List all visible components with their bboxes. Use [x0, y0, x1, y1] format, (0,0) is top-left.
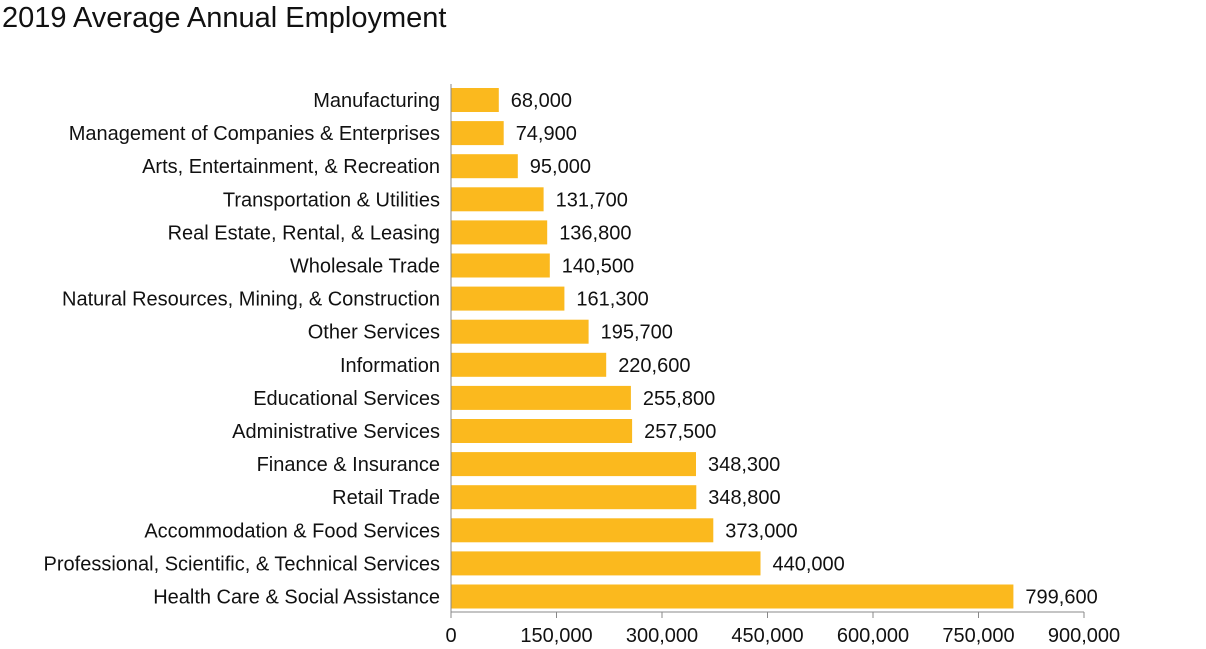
category-label: Accommodation & Food Services [144, 520, 440, 542]
category-label: Retail Trade [332, 487, 440, 509]
value-label: 373,000 [725, 520, 797, 542]
category-label: Professional, Scientific, & Technical Se… [44, 553, 440, 575]
bar [451, 286, 565, 311]
value-label: 257,500 [644, 421, 716, 443]
category-label: Educational Services [253, 388, 440, 410]
bar [451, 319, 589, 344]
category-label: Transportation & Utilities [223, 189, 440, 211]
category-label: Natural Resources, Mining, & Constructio… [62, 289, 440, 311]
category-label: Wholesale Trade [290, 256, 440, 278]
value-label: 68,000 [511, 90, 572, 112]
bar [451, 485, 697, 510]
bar [451, 88, 499, 112]
x-tick-label: 300,000 [626, 625, 698, 647]
value-label: 799,600 [1025, 587, 1097, 609]
bar [451, 584, 1014, 609]
value-label: 255,800 [643, 388, 715, 410]
category-label: Information [340, 355, 440, 377]
x-tick-label: 0 [445, 625, 456, 647]
bars-group [451, 88, 1014, 609]
bar [451, 352, 607, 377]
x-tick-label: 150,000 [520, 625, 592, 647]
bar [451, 187, 544, 212]
bar [451, 154, 518, 179]
category-label: Administrative Services [232, 421, 440, 443]
value-label: 136,800 [559, 222, 631, 244]
x-tick-label: 450,000 [731, 625, 803, 647]
bar [451, 253, 550, 278]
x-tick-label: 750,000 [942, 625, 1014, 647]
x-axis: 0 150,000 300,000 450,000 600,000 750,000 900,… [445, 84, 1120, 647]
value-label: 131,700 [556, 189, 628, 211]
category-label: Arts, Entertainment, & Recreation [142, 156, 440, 178]
category-label: Health Care & Social Assistance [153, 587, 440, 609]
bar [451, 220, 548, 245]
value-label: 348,800 [708, 487, 780, 509]
bar [451, 385, 631, 410]
bar [451, 121, 504, 146]
x-tick-label: 600,000 [837, 625, 909, 647]
value-label: 74,900 [516, 123, 577, 145]
bar [451, 551, 761, 576]
category-label: Management of Companies & Enterprises [69, 123, 440, 145]
chart-title: 2019 Average Annual Employment [2, 2, 447, 34]
category-label: Finance & Insurance [257, 454, 440, 476]
category-label: Real Estate, Rental, & Leasing [168, 222, 440, 244]
bar [451, 419, 633, 443]
value-label: 195,700 [601, 322, 673, 344]
bar [451, 518, 714, 543]
value-label: 220,600 [618, 355, 690, 377]
x-tick-label: 900,000 [1048, 625, 1120, 647]
value-label: 440,000 [773, 553, 845, 575]
value-label: 95,000 [530, 156, 591, 178]
bar [451, 452, 696, 477]
value-label: 140,500 [562, 256, 634, 278]
value-label: 348,300 [708, 454, 780, 476]
category-label: Other Services [308, 322, 440, 344]
value-labels-group: 68,000 74,900 95,000 131,700 136,800 140,500 1… [511, 90, 1098, 609]
category-label: Manufacturing [313, 90, 440, 112]
value-label: 161,300 [576, 289, 648, 311]
category-labels-group: Manufacturing Management of Companies & E… [44, 90, 440, 609]
